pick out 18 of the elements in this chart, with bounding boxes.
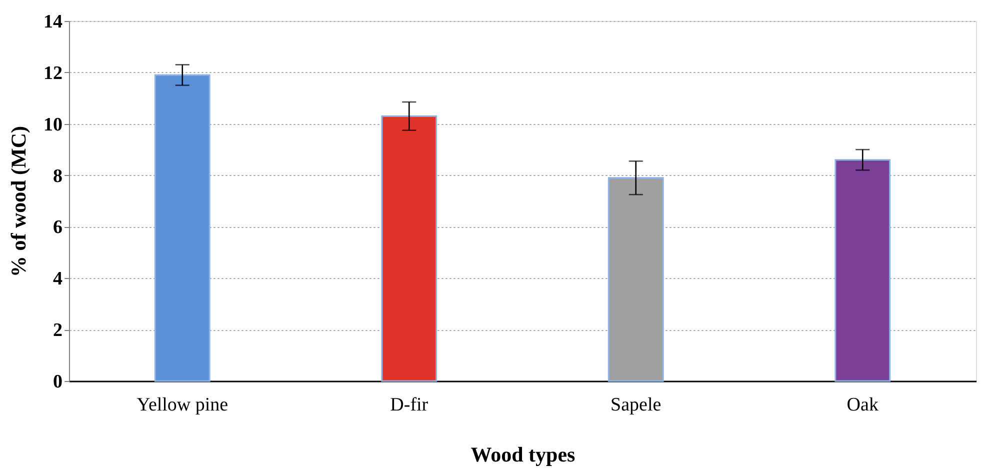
y-tick-label: 6 [53, 217, 62, 238]
x-tick-label: Yellow pine [136, 394, 228, 416]
bar [608, 177, 664, 382]
x-tick-label: Sapele [610, 394, 662, 416]
y-tick-label: 14 [44, 12, 63, 32]
y-tick-label: 12 [44, 62, 62, 84]
x-tick-label: D-fir [390, 394, 429, 416]
y-tick-label: 10 [44, 114, 62, 136]
bar [381, 115, 438, 382]
x-axis-title: Wood types [470, 442, 576, 466]
y-tick-label: 4 [53, 268, 63, 290]
y-axis-title: % of wood (MC) [6, 126, 30, 278]
y-tick-label: 8 [53, 166, 62, 187]
x-tick-label: Oak [846, 394, 879, 416]
bar [154, 74, 210, 382]
y-tick-label: 2 [53, 320, 62, 342]
bar [834, 159, 891, 382]
y-tick-label: 0 [53, 372, 62, 392]
